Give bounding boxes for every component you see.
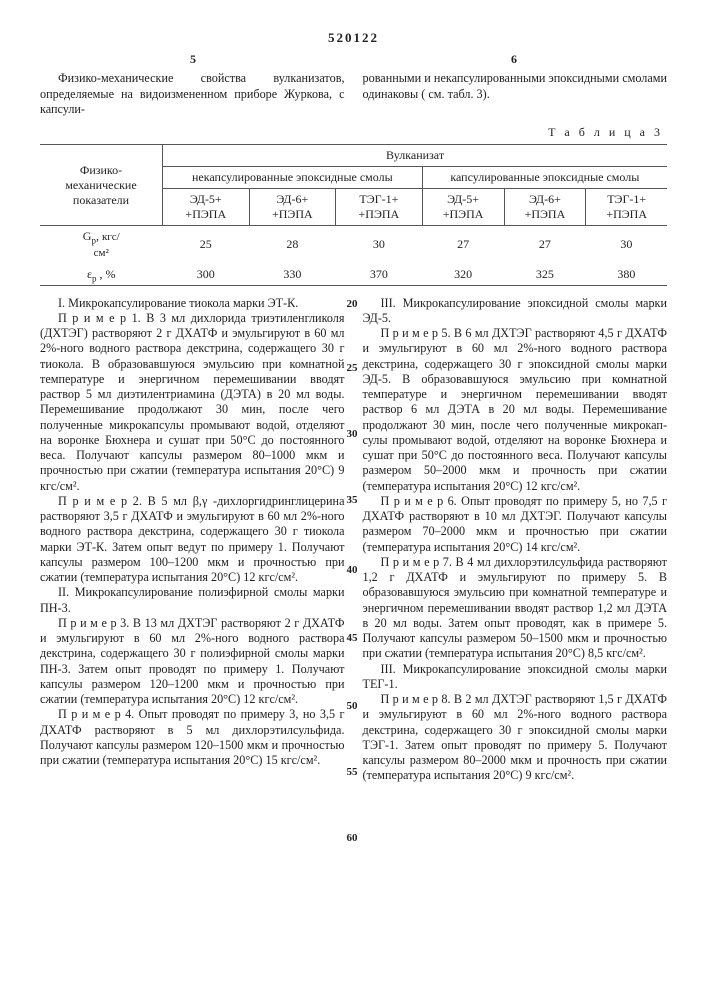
col-h-2: ТЭГ-1+ +ПЭПА: [336, 189, 423, 226]
line-num: 35: [347, 494, 358, 508]
line-num: 45: [347, 632, 358, 646]
r1c4: 325: [504, 264, 586, 286]
r0c2: 30: [336, 226, 423, 264]
r1c3: 320: [422, 264, 504, 286]
line-num: 55: [347, 766, 358, 780]
patent-page: 520122 5 6 Физико-механические свойства …: [0, 0, 707, 1000]
intro-right: рованными и некапсулированными эпок­сидн…: [363, 71, 668, 117]
line-num: 40: [347, 564, 358, 578]
properties-table: Физико- механические показатели Вулканиз…: [40, 144, 667, 286]
line-num: 30: [347, 428, 358, 442]
sec4-title: III. Микрокапсулирование эпоксидной смол…: [363, 662, 668, 693]
row1-label: εр , %: [40, 264, 163, 286]
intro-left: Физико-механические свойства вул­канизат…: [40, 71, 345, 117]
col-h-5: ТЭГ-1+ +ПЭПА: [586, 189, 667, 226]
col-h-0: ЭД-5+ +ПЭПА: [163, 189, 250, 226]
example-4: П р и м е р 4. Опыт проводят по при­меру…: [40, 707, 345, 768]
r1c1: 330: [249, 264, 336, 286]
sec3-title: III. Микрокапсулирование эпоксидной смо­…: [363, 296, 668, 327]
doc-number: 520122: [40, 30, 667, 46]
sec1-title: I. Микрокапсулирование тиокола мар­ки ЭТ…: [40, 296, 345, 311]
body-text: 20 25 30 35 40 45 50 55 60 I. Микрокапсу…: [40, 296, 667, 784]
r0c5: 30: [586, 226, 667, 264]
example-5: П р и м е р 5. В 6 мл ДХТЭГ раст­воряют …: [363, 326, 668, 494]
example-2: П р и м е р 2. В 5 мл β,γ -дихлор­гидрин…: [40, 494, 345, 586]
col-num-left: 5: [190, 52, 196, 67]
r0c0: 25: [163, 226, 250, 264]
line-num: 50: [347, 700, 358, 714]
table-caption: Т а б л и ц а 3: [40, 125, 663, 140]
example-3: П р и м е р 3. В 13 мл ДХТЭГ рас­творяют…: [40, 616, 345, 708]
line-num: 20: [347, 298, 358, 312]
r0c3: 27: [422, 226, 504, 264]
row0-label: Gр, кгс/см²: [40, 226, 163, 264]
r1c5: 380: [586, 264, 667, 286]
row-header: Физико- механические показатели: [40, 145, 163, 226]
example-7: П р и м е р 7. В 4 мл дихлорэтилсуль­фид…: [363, 555, 668, 662]
line-num: 25: [347, 362, 358, 376]
subgroup-2: капсулированные эпоксидные смолы: [422, 167, 667, 189]
group-title: Вулканизат: [163, 145, 668, 167]
example-1: П р и м е р 1. В 3 мл дихлорида триэ­тил…: [40, 311, 345, 494]
example-6: П р и м е р 6. Опыт проводят по при­меру…: [363, 494, 668, 555]
col-h-3: ЭД-5+ +ПЭПА: [422, 189, 504, 226]
line-num: 60: [347, 832, 358, 846]
right-column: III. Микрокапсулирование эпоксидной смо­…: [363, 296, 668, 784]
r0c1: 28: [249, 226, 336, 264]
sec2-title: II. Микрокапсулирование полиэфирной смо­…: [40, 585, 345, 616]
intro-columns: Физико-механические свойства вул­канизат…: [40, 71, 667, 117]
r1c0: 300: [163, 264, 250, 286]
subgroup-1: некапсулированные эпоксидные смолы: [163, 167, 423, 189]
col-h-4: ЭД-6+ +ПЭПА: [504, 189, 586, 226]
left-column: I. Микрокапсулирование тиокола мар­ки ЭТ…: [40, 296, 345, 784]
r1c2: 370: [336, 264, 423, 286]
column-numbers: 5 6: [40, 52, 667, 67]
col-h-1: ЭД-6+ +ПЭПА: [249, 189, 336, 226]
col-num-right: 6: [511, 52, 517, 67]
r0c4: 27: [504, 226, 586, 264]
example-8: П р и м е р 8. В 2 мл ДХТЭГ раст­воряют …: [363, 692, 668, 784]
